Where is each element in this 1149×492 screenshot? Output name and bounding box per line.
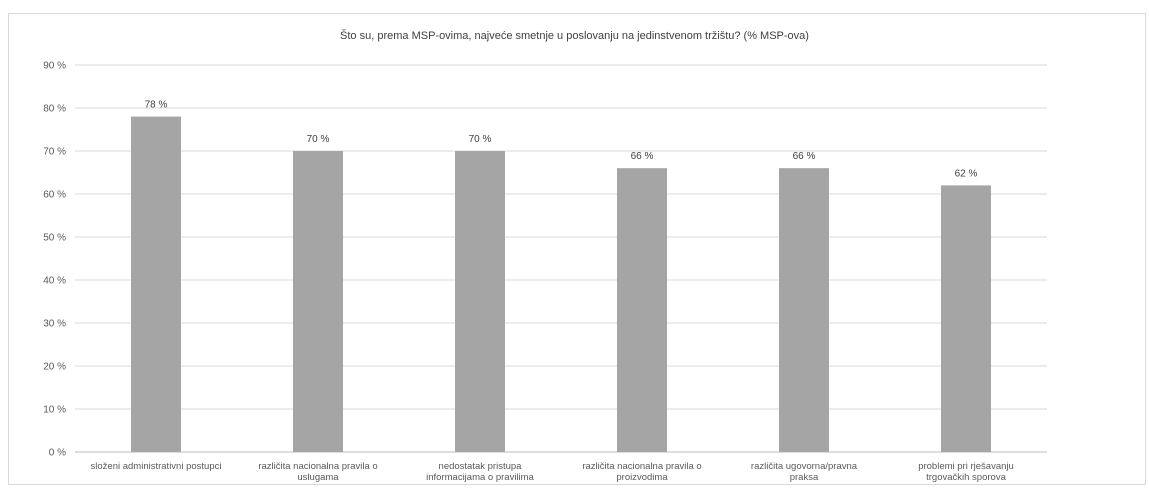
category-label: različita nacionalna pravila o (582, 461, 701, 472)
y-tick-label: 20 % (43, 362, 66, 373)
y-tick-label: 90 % (43, 61, 66, 72)
category-label: različita nacionalna pravila o (258, 461, 377, 472)
y-tick-label: 80 % (43, 104, 66, 115)
chart-title: Što su, prema MSP-ovima, najveće smetnje… (340, 30, 809, 42)
bar (455, 151, 505, 452)
bar (617, 168, 667, 452)
category-label: proizvodima (616, 472, 668, 483)
y-tick-label: 50 % (43, 233, 66, 244)
bar (941, 185, 991, 452)
y-tick-label: 30 % (43, 319, 66, 330)
category-label: uslugama (297, 472, 339, 483)
data-label: 70 % (469, 134, 492, 145)
y-tick-label: 60 % (43, 190, 66, 201)
bar (131, 116, 181, 452)
category-label: složeni administrativni postupci (91, 461, 222, 472)
category-label: problemi pri rješavanju (918, 461, 1014, 472)
y-tick-label: 10 % (43, 405, 66, 416)
category-label: trgovačkih sporova (926, 472, 1006, 483)
bar (779, 168, 829, 452)
category-label: praksa (790, 472, 819, 483)
y-tick-label: 0 % (49, 448, 66, 459)
data-label: 66 % (631, 151, 654, 162)
category-label: nedostatak pristupa (439, 461, 523, 472)
y-tick-label: 70 % (43, 147, 66, 158)
category-label: informacijama o pravilima (426, 472, 534, 483)
bar (293, 151, 343, 452)
data-label: 78 % (145, 100, 168, 111)
y-tick-label: 40 % (43, 276, 66, 287)
data-label: 66 % (793, 151, 816, 162)
category-label: različita ugovorna/pravna (751, 461, 858, 472)
data-label: 70 % (307, 134, 330, 145)
data-label: 62 % (955, 168, 978, 179)
